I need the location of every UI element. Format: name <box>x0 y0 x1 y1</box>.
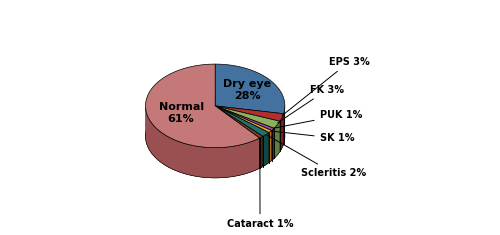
Polygon shape <box>215 106 269 136</box>
Polygon shape <box>146 108 260 178</box>
Text: Scleritis 2%: Scleritis 2% <box>267 135 366 178</box>
Polygon shape <box>215 106 284 121</box>
Polygon shape <box>280 114 283 152</box>
Text: Dry eye
28%: Dry eye 28% <box>224 79 272 101</box>
Text: Cataract 1%: Cataract 1% <box>227 139 294 229</box>
Text: Normal
61%: Normal 61% <box>158 102 204 124</box>
Text: PUK 1%: PUK 1% <box>274 110 362 128</box>
Polygon shape <box>269 130 272 163</box>
Polygon shape <box>284 106 285 144</box>
Text: FK 3%: FK 3% <box>278 85 344 123</box>
Polygon shape <box>260 136 263 168</box>
Ellipse shape <box>146 94 285 178</box>
Text: SK 1%: SK 1% <box>272 131 354 143</box>
Polygon shape <box>215 106 263 138</box>
Text: EPS 3%: EPS 3% <box>282 57 370 115</box>
Polygon shape <box>272 128 274 161</box>
Polygon shape <box>215 106 280 128</box>
Polygon shape <box>263 133 269 167</box>
Polygon shape <box>215 106 272 133</box>
Polygon shape <box>274 121 280 158</box>
Polygon shape <box>215 106 274 130</box>
Polygon shape <box>146 64 260 148</box>
Polygon shape <box>215 64 285 114</box>
